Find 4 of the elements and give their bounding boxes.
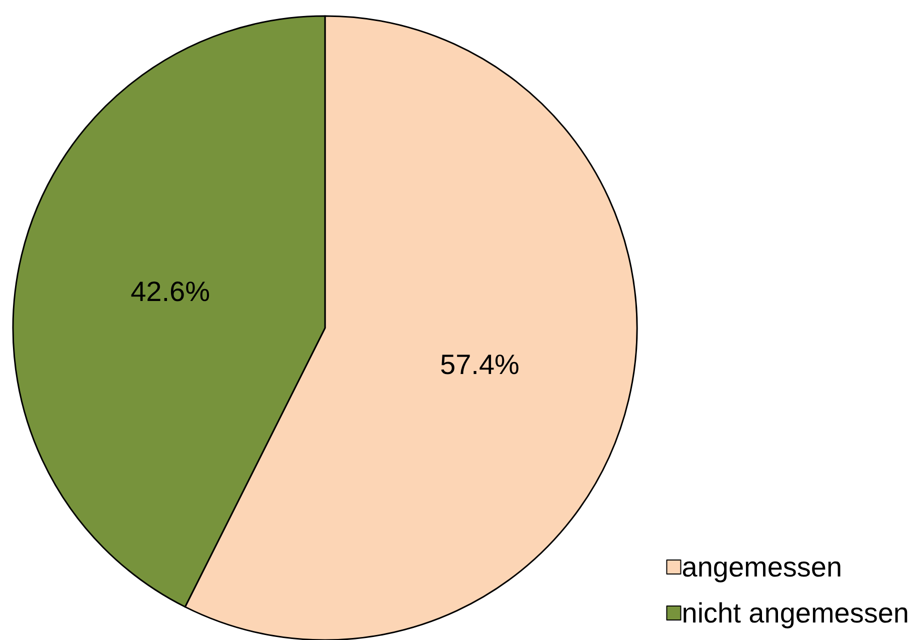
data-label: 42.6% bbox=[130, 276, 210, 307]
legend-label: nicht angemessen bbox=[682, 598, 910, 628]
data-label: 57.4% bbox=[440, 349, 520, 380]
legend-label: angemessen bbox=[682, 552, 842, 582]
